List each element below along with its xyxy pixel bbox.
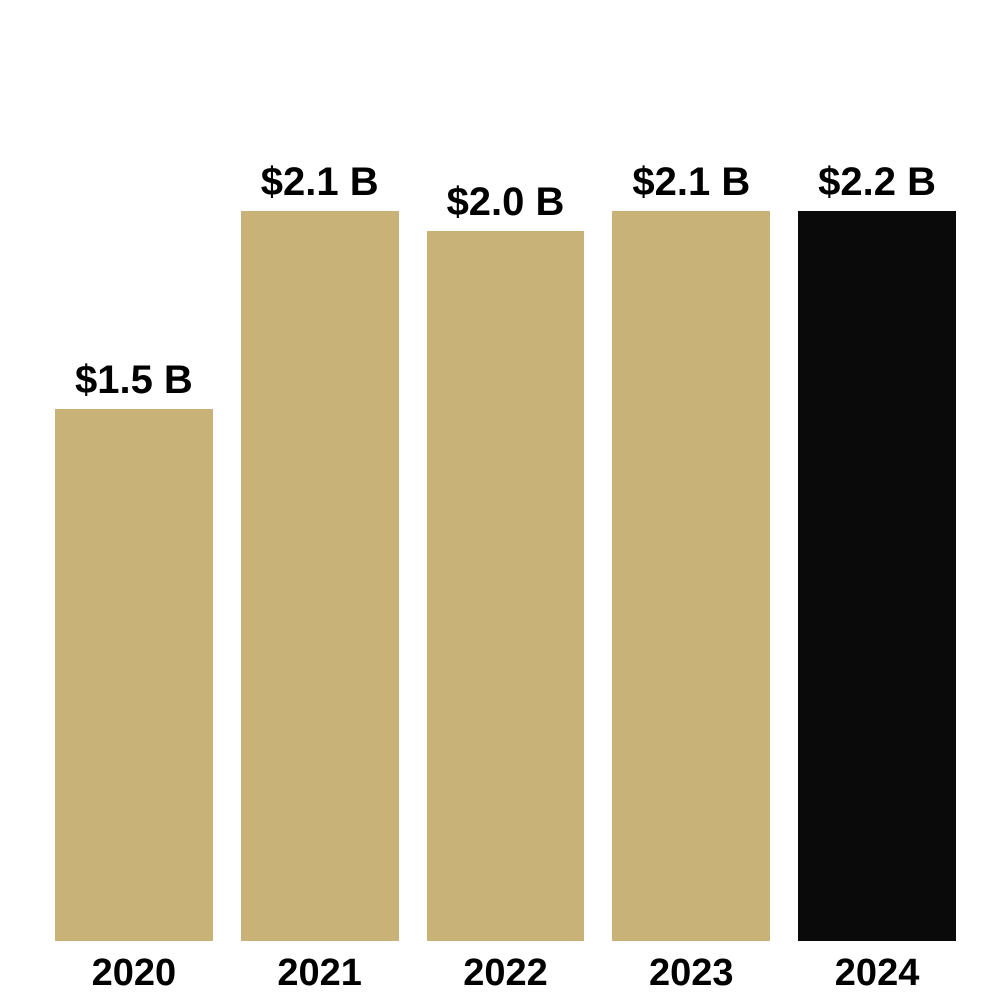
bar (241, 211, 399, 941)
bar-value-label: $2.1 B (632, 160, 750, 205)
bar-group: $2.1 B2021 (241, 160, 399, 941)
bar-group: $2.0 B2022 (427, 160, 585, 941)
bar-category-label: 2020 (92, 952, 177, 995)
bar-category-label: 2022 (463, 952, 548, 995)
bar-wrapper: $2.2 B (798, 160, 956, 941)
bar (612, 211, 770, 941)
bar-wrapper: $2.1 B (612, 160, 770, 941)
bar (55, 409, 213, 942)
bar-group: $2.2 B2024 (798, 160, 956, 941)
bar-category-label: 2021 (277, 952, 362, 995)
bar-group: $1.5 B2020 (55, 160, 213, 941)
bar (798, 211, 956, 941)
bar-value-label: $2.1 B (261, 160, 379, 205)
bar-wrapper: $2.1 B (241, 160, 399, 941)
bar-wrapper: $1.5 B (55, 160, 213, 941)
bar-chart: $1.5 B2020$2.1 B2021$2.0 B2022$2.1 B2023… (55, 160, 956, 941)
bar (427, 231, 585, 941)
bar-value-label: $2.2 B (818, 160, 936, 205)
bar-value-label: $1.5 B (75, 358, 193, 403)
bar-value-label: $2.0 B (447, 180, 565, 225)
bar-category-label: 2024 (835, 952, 920, 995)
bar-group: $2.1 B2023 (612, 160, 770, 941)
bar-wrapper: $2.0 B (427, 160, 585, 941)
bar-category-label: 2023 (649, 952, 734, 995)
